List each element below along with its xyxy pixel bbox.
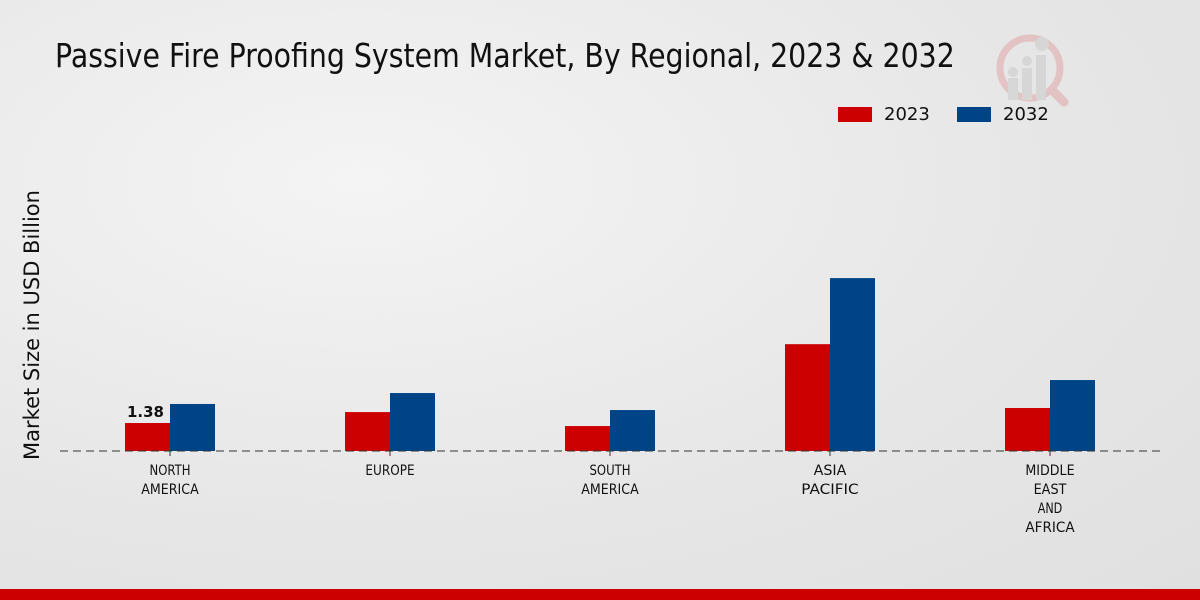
legend-swatch-2023 (838, 107, 872, 122)
chart-title: Passive Fire Proofing System Market, By … (55, 36, 955, 75)
x-tick-label: MIDDLE EAST AND AFRICA (1025, 463, 1075, 536)
data-label: 1.38 (127, 403, 164, 421)
legend-label-2032: 2032 (1003, 104, 1049, 125)
bar-2023-asia-pacific (785, 344, 830, 451)
bar-2023-north-america (125, 423, 170, 451)
x-tick-label: NORTH AMERICA (141, 463, 199, 498)
bar-2032-middle-east-and-africa (1050, 380, 1095, 451)
bar-2023-south-america (565, 426, 610, 451)
bar-2023-europe (345, 412, 390, 451)
x-tick-label: SOUTH AMERICA (581, 463, 639, 498)
bar-2032-europe (390, 393, 435, 451)
bar-2023-middle-east-and-africa (1005, 408, 1050, 451)
watermark-logo-icon (996, 34, 1069, 107)
legend-item-2032: 2032 (957, 104, 1049, 125)
legend-swatch-2032 (957, 107, 991, 122)
bar-2032-asia-pacific (830, 278, 875, 451)
legend-item-2023: 2023 (838, 104, 930, 125)
x-tick-label: EUROPE (365, 463, 414, 479)
bar-2032-north-america (170, 403, 215, 451)
x-tick-label: ASIA PACIFIC (801, 463, 859, 498)
legend-label-2023: 2023 (884, 104, 930, 125)
footer-bar (0, 589, 1200, 600)
bar-2032-south-america (610, 410, 655, 451)
